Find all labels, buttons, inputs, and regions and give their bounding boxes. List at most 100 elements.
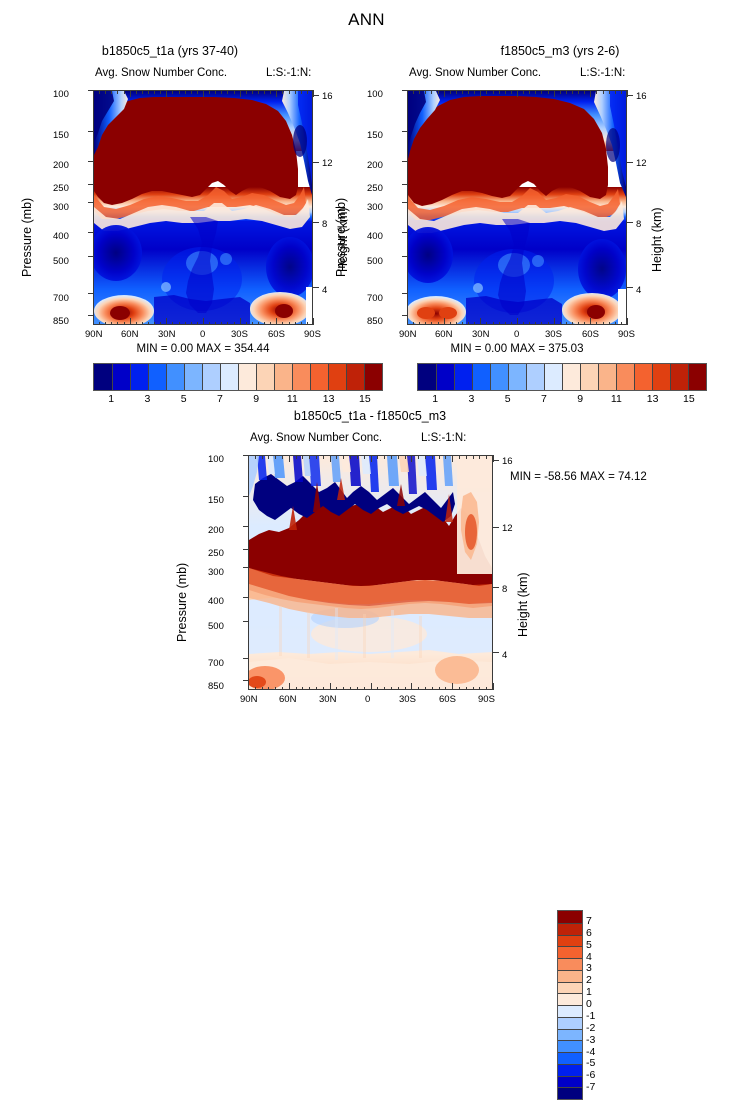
colorbar-tick-label: 15 [359, 393, 371, 405]
y2tick-label: 8 [322, 219, 328, 230]
axis-tick [306, 321, 308, 325]
axis-tick [160, 321, 162, 325]
axis-tick [608, 90, 610, 94]
colorbar-tick-label: 1 [108, 393, 115, 405]
colorbar-tick-label: 11 [610, 393, 622, 405]
ytick-label: 100 [208, 454, 224, 465]
colorbar-swatch [184, 364, 202, 390]
colorbar-tick-label: 9 [577, 393, 584, 405]
colorbar-tick-label: 1 [432, 393, 439, 405]
axis-tick [504, 90, 506, 94]
colorbar-swatch [616, 364, 634, 390]
figure-title: ANN [348, 10, 385, 29]
colorbar-swatch [310, 364, 328, 390]
axis-tick [480, 90, 482, 97]
axis-tick [620, 321, 622, 325]
colorbar-swatch [558, 969, 582, 982]
axis-tick [243, 496, 249, 498]
colorbar-swatch [328, 364, 346, 390]
axis-tick [117, 90, 119, 94]
axis-tick [196, 321, 198, 325]
ytick-label: 300 [53, 202, 69, 213]
axis-tick [445, 686, 447, 690]
axis-tick [402, 90, 408, 91]
axis-tick [302, 686, 304, 690]
axis-tick [184, 90, 186, 94]
axis-tick [498, 321, 500, 325]
xtick-label: 90N [85, 329, 103, 340]
panel-top-right-y2label: Height (km) [650, 207, 664, 272]
axis-tick [413, 90, 415, 94]
colorbar-left-ticklabels: 1 3 5 7 9 11 13 15 [93, 393, 383, 409]
colorbar-tick-label: 7 [540, 393, 547, 405]
colorbar-swatch [166, 364, 184, 390]
contour-positive-spikes [289, 478, 453, 530]
axis-tick [402, 160, 408, 162]
panel-top-left-subtitle: Avg. Snow Number Conc. [95, 67, 228, 79]
axis-tick [264, 90, 266, 94]
axis-tick [370, 455, 372, 462]
axis-tick [402, 315, 408, 317]
panel-top-right-plot [407, 90, 627, 325]
xtick-label: 30S [399, 694, 416, 705]
axis-tick [243, 548, 249, 550]
axis-tick [431, 321, 433, 325]
axis-tick [190, 90, 192, 94]
panel-bottom-title: b1850c5_t1a - f1850c5_m3 [293, 409, 447, 423]
axis-tick [402, 183, 408, 185]
contour-lowlevel-core-north [110, 306, 130, 320]
xtick-label: 30S [231, 329, 248, 340]
colorbar-swatch [112, 364, 130, 390]
colorbar-tick-label: 3 [586, 962, 592, 975]
axis-tick [486, 455, 488, 459]
xtick-label: 60S [439, 694, 456, 705]
colorbar-swatch [558, 934, 582, 947]
contour-cold-ne-spot [606, 128, 620, 162]
axis-tick [148, 90, 149, 94]
axis-tick [313, 287, 319, 289]
axis-tick [233, 321, 235, 325]
axis-tick [411, 455, 413, 462]
axis-tick [419, 90, 421, 94]
colorbar-tick-label: -1 [586, 1009, 596, 1022]
axis-tick [479, 455, 481, 459]
axis-tick [363, 455, 365, 459]
axis-tick [486, 686, 488, 690]
axis-tick [402, 292, 408, 294]
ytick-label: 850 [367, 316, 383, 327]
axis-tick [243, 567, 249, 569]
panel-top-left-plot [93, 90, 313, 325]
axis-tick [425, 90, 427, 94]
axis-tick [377, 455, 379, 459]
axis-tick [492, 321, 494, 325]
axis-tick [510, 321, 512, 325]
contour-transition [94, 199, 310, 231]
ytick-label: 150 [208, 495, 224, 506]
axis-tick [596, 321, 598, 325]
axis-tick [578, 321, 580, 325]
axis-tick [363, 686, 365, 690]
axis-tick [510, 90, 512, 94]
y2tick-label: 12 [636, 158, 647, 169]
axis-tick [493, 526, 499, 528]
axis-tick [288, 683, 290, 690]
xtick-label: 90S [618, 329, 635, 340]
colorbar-swatch [256, 364, 274, 390]
axis-tick [402, 232, 408, 234]
panel-top-left-annotation: L:S:-1:N: [266, 67, 312, 79]
colorbar-tick-label: 3 [468, 393, 475, 405]
axis-tick [584, 321, 586, 325]
contour-speckle [161, 282, 171, 292]
colorbar-difference-ticklabels: 7 6 5 4 3 2 1 0 -1 -2 -3 -4 -5 -6 -7 [586, 910, 612, 1100]
ytick-label: 500 [53, 256, 69, 267]
ytick-label: 100 [53, 89, 69, 100]
panel-bottom-minmax: MIN = -58.56 MAX = 74.12 [510, 471, 647, 483]
axis-tick [474, 90, 476, 94]
axis-tick [493, 587, 499, 589]
colorbar-swatch [558, 1063, 582, 1076]
axis-tick [529, 90, 531, 94]
axis-tick [154, 90, 156, 94]
axis-tick [529, 321, 531, 325]
colorbar-swatch [526, 364, 544, 390]
axis-tick [282, 321, 284, 325]
